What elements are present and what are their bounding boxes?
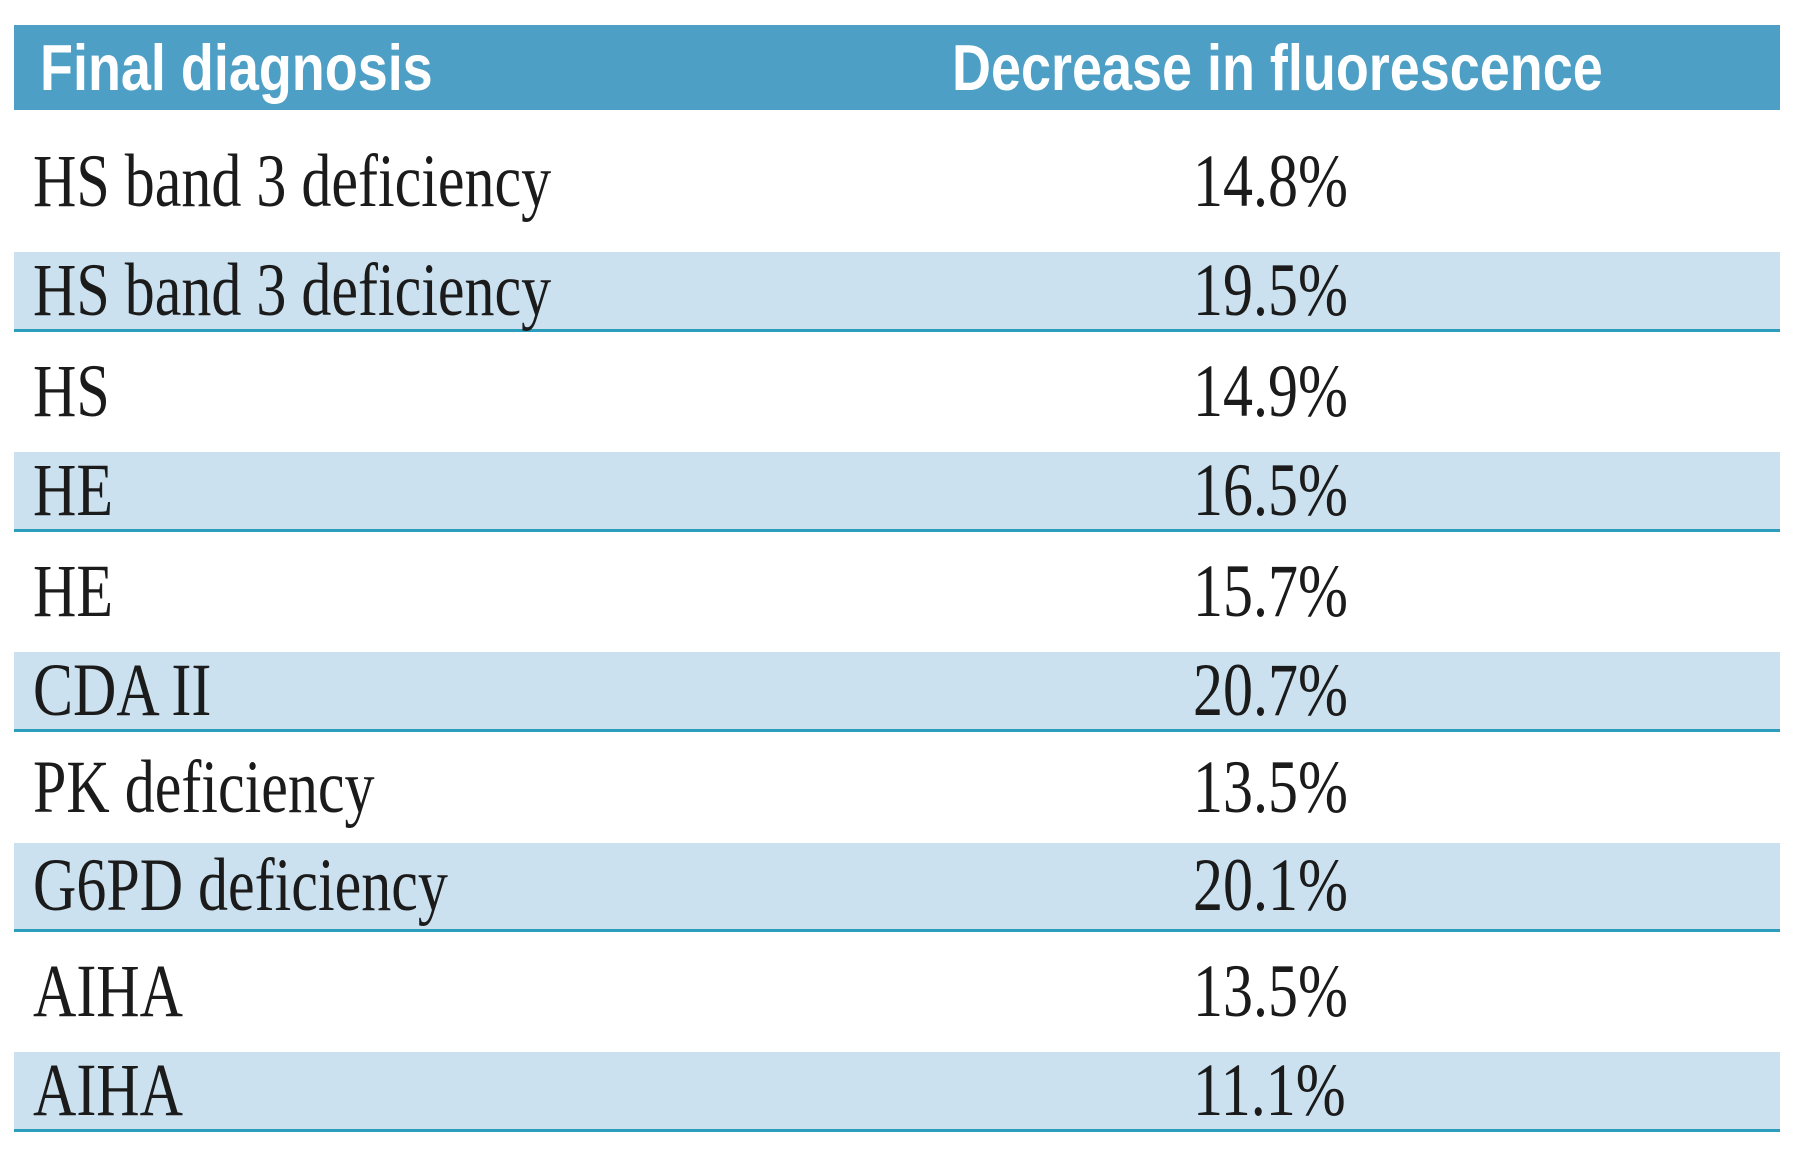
- decrease-value: 20.7%: [1193, 648, 1348, 732]
- table-row: PK deficiency 13.5%: [14, 730, 1780, 843]
- table-row: AIHA 13.5%: [14, 930, 1780, 1052]
- diagnosis-cell: AIHA: [14, 930, 932, 1052]
- decrease-cell: 19.5%: [932, 252, 1780, 330]
- decrease-cell: 13.5%: [932, 930, 1780, 1052]
- decrease-cell: 13.5%: [932, 730, 1780, 843]
- table-row: HE 16.5%: [14, 452, 1780, 530]
- decrease-cell: 14.8%: [932, 110, 1780, 252]
- diagnosis-cell: HS band 3 deficiency: [14, 110, 932, 252]
- diagnosis-value: HS band 3 deficiency: [33, 248, 552, 332]
- decrease-value: 13.5%: [1193, 745, 1348, 829]
- diagnosis-cell: PK deficiency: [14, 730, 932, 843]
- column-header-decrease-in-fluorescence: Decrease in fluorescence: [932, 25, 1780, 110]
- table-row: CDA II 20.7%: [14, 652, 1780, 730]
- diagnosis-value: G6PD deficiency: [33, 844, 448, 928]
- decrease-value: 11.1%: [1193, 1048, 1346, 1132]
- diagnosis-cell: HS band 3 deficiency: [14, 252, 932, 330]
- diagnosis-cell: AIHA: [14, 1052, 932, 1130]
- decrease-value: 14.9%: [1193, 350, 1348, 434]
- table-row: G6PD deficiency 20.1%: [14, 843, 1780, 930]
- decrease-value: 15.7%: [1193, 550, 1348, 634]
- table-row: HS band 3 deficiency 19.5%: [14, 252, 1780, 330]
- decrease-cell: 20.1%: [932, 843, 1780, 930]
- decrease-value: 13.5%: [1193, 950, 1348, 1034]
- table-header-row: Final diagnosis Decrease in fluorescence: [14, 25, 1780, 110]
- diagnosis-cell: HS: [14, 330, 932, 452]
- decrease-value: 14.8%: [1193, 139, 1348, 223]
- table-row: HE 15.7%: [14, 530, 1780, 652]
- diagnosis-value: HE: [33, 550, 113, 634]
- diagnosis-cell: G6PD deficiency: [14, 843, 932, 930]
- decrease-value: 20.1%: [1193, 844, 1348, 928]
- diagnosis-value: HS band 3 deficiency: [33, 139, 552, 223]
- diagnosis-value: AIHA: [33, 950, 183, 1034]
- column-header-final-diagnosis: Final diagnosis: [14, 25, 932, 110]
- decrease-value: 19.5%: [1193, 248, 1348, 332]
- column-header-decrease-label: Decrease in fluorescence: [952, 31, 1603, 104]
- diagnosis-value: AIHA: [33, 1048, 183, 1132]
- diagnosis-value: HS: [33, 350, 110, 434]
- decrease-cell: 11.1%: [932, 1052, 1780, 1130]
- column-header-final-diagnosis-label: Final diagnosis: [40, 31, 433, 104]
- decrease-cell: 15.7%: [932, 530, 1780, 652]
- table-row: HS band 3 deficiency 14.8%: [14, 110, 1780, 252]
- diagnosis-value: HE: [33, 448, 113, 532]
- diagnosis-cell: HE: [14, 452, 932, 530]
- diagnosis-cell: HE: [14, 530, 932, 652]
- diagnosis-cell: CDA II: [14, 652, 932, 730]
- decrease-cell: 20.7%: [932, 652, 1780, 730]
- decrease-value: 16.5%: [1193, 448, 1348, 532]
- table-row: AIHA 11.1%: [14, 1052, 1780, 1130]
- diagnosis-fluorescence-table: Final diagnosis Decrease in fluorescence…: [14, 25, 1780, 1132]
- table-row: HS 14.9%: [14, 330, 1780, 452]
- diagnosis-value: PK deficiency: [33, 745, 375, 829]
- diagnosis-value: CDA II: [33, 648, 212, 732]
- decrease-cell: 14.9%: [932, 330, 1780, 452]
- decrease-cell: 16.5%: [932, 452, 1780, 530]
